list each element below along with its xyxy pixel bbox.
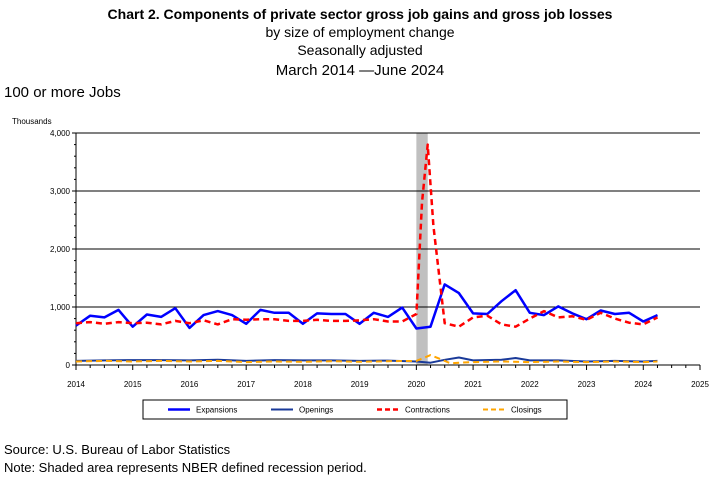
legend-label-contractions: Contractions [405,406,450,415]
chart-title-line-2: by size of employment change [265,24,455,40]
line-chart: 0 1,000 2,000 3,000 4,000 2014 2015 2016 2017 201… [50,129,709,420]
x-tick-label-0: 2014 [67,380,85,389]
series-line-expansions [75,283,659,330]
x-tick-label-4: 2018 [294,380,312,389]
footnote: Note: Shaded area represents NBER define… [4,460,367,475]
legend-label-expansions: Expansions [196,406,237,415]
source-note: Source: U.S. Bureau of Labor Statistics [4,442,231,457]
y-tick-label-3: 3,000 [50,187,71,196]
legend-label-closings: Closings [511,406,542,415]
chart-title-line-1: Chart 2. Components of private sector gr… [107,6,613,22]
x-tick-label-5: 2019 [351,380,369,389]
chart-title-line-3: Seasonally adjusted [297,42,423,58]
series-line-closings [75,354,658,365]
x-tick-label-9: 2023 [578,380,596,389]
chart-title-line-4: March 2014 —June 2024 [275,62,445,79]
y-tick-label-2: 2,000 [50,245,71,254]
x-tick-label-1: 2015 [124,380,142,389]
legend-label-openings: Openings [299,406,333,415]
series-line-contractions [75,143,659,328]
x-tick-label-8: 2022 [521,380,539,389]
x-tick-label-3: 2017 [237,380,255,389]
x-tick-label-6: 2020 [407,380,425,389]
x-tick-label-2: 2016 [181,380,199,389]
y-tick-label-0: 0 [66,361,71,370]
chart-subtitle: 100 or more Jobs [4,84,121,101]
x-tick-label-10: 2024 [634,380,652,389]
legend-box [142,399,568,420]
y-tick-label-4: 4,000 [50,129,71,138]
x-tick-label-7: 2021 [464,380,482,389]
x-tick-label-11: 2025 [691,380,709,389]
y-tick-label-1: 1,000 [50,303,71,312]
y-axis-label: Thousands [12,117,52,126]
